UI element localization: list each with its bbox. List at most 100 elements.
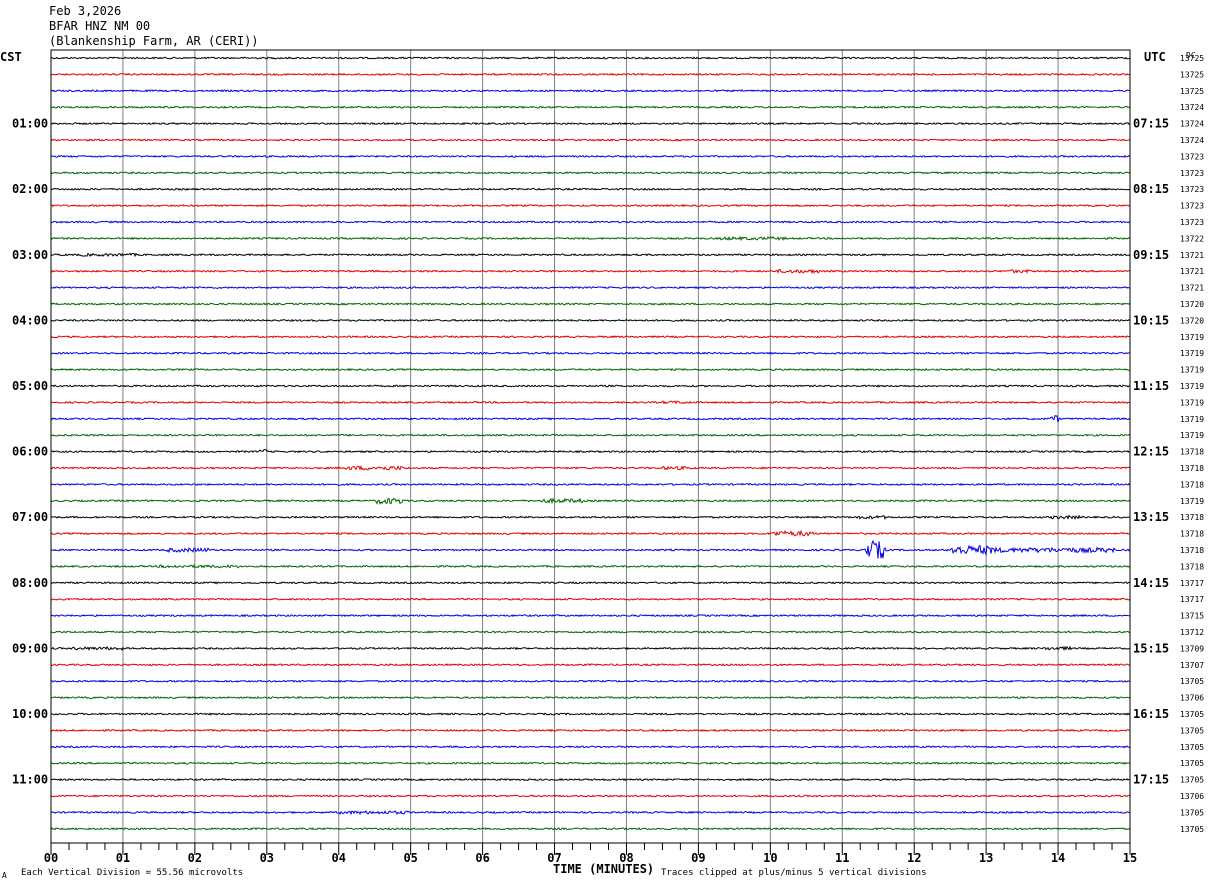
x-tick-label: 02	[188, 851, 202, 865]
trace-dc-label: 13719	[1180, 497, 1204, 506]
trace-dc-label: 13720	[1180, 316, 1204, 325]
trace-dc-label: 13721	[1180, 284, 1204, 293]
trace-33	[50, 597, 1131, 601]
trace-dc-label: 13705	[1180, 677, 1204, 686]
trace-0	[50, 56, 1131, 60]
trace-42	[50, 745, 1131, 749]
trace-41	[50, 728, 1131, 733]
x-tick-label: 11	[835, 851, 849, 865]
trace-dc-label: 13723	[1180, 152, 1204, 161]
left-hour-label: 10:00	[12, 707, 48, 721]
trace-dc-label: 13724	[1180, 103, 1204, 112]
trace-11	[50, 235, 1131, 242]
trace-dc-label: 13705	[1180, 743, 1204, 752]
right-hour-label: 14:15	[1133, 576, 1169, 590]
right-hour-label: 11:15	[1133, 379, 1169, 393]
trace-37	[50, 663, 1131, 667]
trace-9	[50, 203, 1131, 208]
trace-dc-label: 13722	[1180, 234, 1204, 243]
trace-dc-label: 13721	[1180, 267, 1204, 276]
x-tick-label: 06	[475, 851, 489, 865]
trace-21	[50, 400, 1131, 405]
trace-dc-label: 13719	[1180, 382, 1204, 391]
left-hour-label: 02:00	[12, 182, 48, 196]
trace-46	[50, 810, 1131, 816]
trace-22	[50, 415, 1131, 423]
trace-dc-label: 13717	[1180, 595, 1204, 604]
minute-grid	[122, 50, 1059, 843]
left-hour-label: 05:00	[12, 379, 48, 393]
trace-dc-label: 13719	[1180, 366, 1204, 375]
trace-17	[50, 335, 1131, 339]
trace-27	[50, 497, 1131, 506]
trace-29	[50, 529, 1131, 537]
trace-dc-label: 13724	[1180, 120, 1204, 129]
x-tick-label: 00	[44, 851, 58, 865]
counts-label: DC	[1186, 51, 1196, 60]
clip-note: Traces clipped at plus/minus 5 vertical …	[661, 868, 927, 878]
trace-6	[50, 154, 1131, 159]
x-tick-label: 08	[619, 851, 633, 865]
trace-dc-label: 13720	[1180, 300, 1204, 309]
trace-4	[50, 121, 1131, 126]
header-station: BFAR HNZ NM 00	[49, 19, 151, 33]
trace-dc-label: 13725	[1180, 54, 1204, 63]
left-hour-label: 01:00	[12, 117, 48, 131]
trace-dc-label: 13719	[1180, 333, 1204, 342]
x-tick-label: 05	[403, 851, 417, 865]
trace-32	[50, 581, 1131, 585]
trace-dc-label: 13705	[1180, 759, 1204, 768]
trace-dc-label: 13725	[1180, 70, 1204, 79]
trace-dc-label: 13705	[1180, 825, 1204, 834]
left-hour-label: 03:00	[12, 248, 48, 262]
trace-dc-label: 13723	[1180, 185, 1204, 194]
trace-25	[50, 464, 1131, 471]
trace-dc-label: 13721	[1180, 251, 1204, 260]
x-tick-label: 14	[1051, 851, 1065, 865]
plot-border	[50, 49, 1131, 844]
x-tick-label: 12	[907, 851, 921, 865]
trace-40	[50, 712, 1131, 716]
trace-dc-label: 13712	[1180, 628, 1204, 637]
trace-7	[50, 171, 1131, 175]
trace-dc-label: 13725	[1180, 87, 1204, 96]
trace-43	[50, 761, 1131, 765]
right-hour-label: 13:15	[1133, 510, 1169, 524]
trace-31	[50, 563, 1131, 569]
x-axis-title: TIME (MINUTES)	[553, 862, 654, 876]
trace-24	[50, 449, 1131, 454]
x-tick-label: 03	[260, 851, 274, 865]
trace-38	[50, 679, 1131, 683]
left-hour-label: 11:00	[12, 773, 48, 787]
corner-mark: A	[2, 871, 7, 880]
right-hour-label: 17:15	[1133, 773, 1169, 787]
x-tick-label: 04	[332, 851, 346, 865]
trace-dc-label: 13724	[1180, 136, 1204, 145]
right-hour-label: 16:15	[1133, 707, 1169, 721]
trace-dc-label: 13706	[1180, 694, 1204, 703]
left-axis-label: CST	[0, 50, 22, 64]
trace-34	[50, 613, 1131, 618]
trace-dc-label: 13705	[1180, 726, 1204, 735]
left-hour-label: 09:00	[12, 641, 48, 655]
trace-dc-label: 13718	[1180, 448, 1204, 457]
trace-18	[50, 351, 1131, 355]
trace-dc-label: 13705	[1180, 776, 1204, 785]
trace-dc-label: 13718	[1180, 480, 1204, 489]
x-tick-label: 07	[547, 851, 561, 865]
trace-dc-label: 13718	[1180, 562, 1204, 571]
x-tick-label: 13	[979, 851, 993, 865]
right-hour-label: 07:15	[1133, 117, 1169, 131]
trace-8	[50, 187, 1131, 191]
x-tick-label: 09	[691, 851, 705, 865]
trace-dc-label: 13707	[1180, 661, 1204, 670]
trace-47	[50, 827, 1131, 831]
trace-30	[50, 539, 1131, 559]
right-hour-label: 12:15	[1133, 445, 1169, 459]
trace-dc-label: 13715	[1180, 612, 1204, 621]
left-hour-label: 06:00	[12, 445, 48, 459]
x-tick-label: 15	[1123, 851, 1137, 865]
trace-group	[50, 56, 1131, 831]
right-hour-label: 09:15	[1133, 248, 1169, 262]
